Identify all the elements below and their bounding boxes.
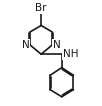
Text: NH: NH xyxy=(63,49,78,59)
Text: Br: Br xyxy=(35,3,47,13)
Text: N: N xyxy=(22,40,29,50)
Text: N: N xyxy=(53,40,61,50)
